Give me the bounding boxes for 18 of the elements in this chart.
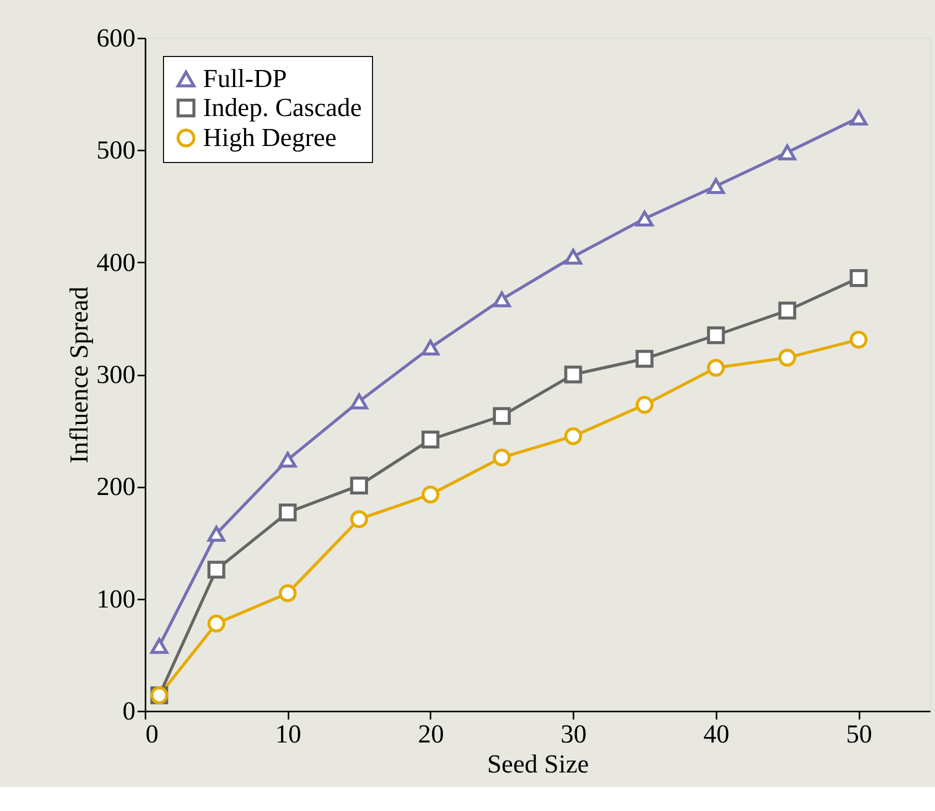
x-tick-label: 10 <box>275 720 302 748</box>
x-tick-label: 40 <box>703 720 730 748</box>
y-tick-label: 200 <box>96 472 136 502</box>
x-tick-label: 30 <box>560 720 587 748</box>
y-tick-label: 100 <box>96 584 136 614</box>
legend-label: High Degree <box>203 123 337 152</box>
y-tick-label: 400 <box>96 248 136 277</box>
y-tick-label: 500 <box>96 136 136 165</box>
y-tick-label: 600 <box>96 24 136 52</box>
legend-label: Full-DP <box>203 64 287 93</box>
y-tick-label: 0 <box>122 696 136 726</box>
y-tick-label: 300 <box>96 360 136 389</box>
y-axis-title: Influence Spread <box>64 286 94 464</box>
x-tick-label: 0 <box>146 720 158 748</box>
x-tick-label: 50 <box>846 720 872 748</box>
x-axis-title: Seed Size <box>487 750 589 778</box>
legend-label: Indep. Cascade <box>203 93 362 122</box>
x-tick-label: 20 <box>418 720 444 748</box>
